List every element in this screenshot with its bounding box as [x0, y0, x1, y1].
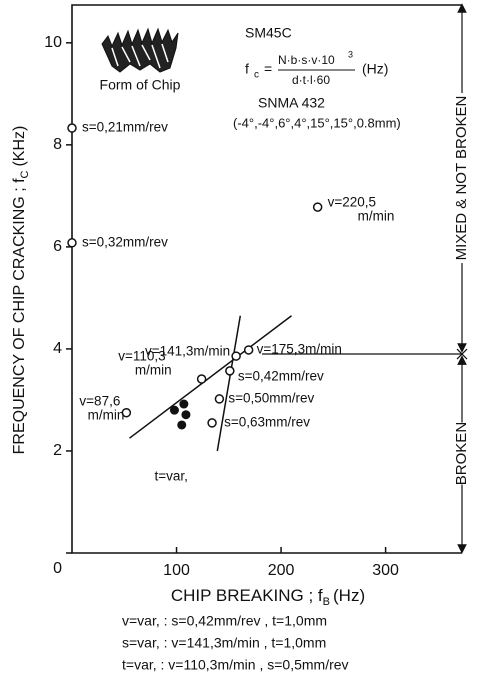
chip-sketch-lines [111, 43, 169, 69]
data-point [121, 407, 132, 418]
note: v=var, : s=0,42mm/rev , t=1,0mm [122, 613, 327, 629]
point-label: m/min [88, 407, 125, 422]
y-tick-label: 10 [44, 34, 62, 51]
point-label: s=0,42mm/rev [238, 368, 324, 383]
data-point [243, 345, 254, 355]
formula-sub: c [254, 70, 259, 81]
filled-label: t=var, [154, 469, 187, 484]
data-point [225, 366, 235, 376]
y-label-unit: (KHz) [11, 126, 28, 167]
point-label: v=220,5 [328, 195, 376, 210]
note: t=var, : v=110,3m/min , s=0,5mm/rev [122, 657, 349, 673]
point-label: s=0,50mm/rev [228, 390, 314, 405]
x-tick-label: 200 [268, 562, 295, 579]
region-label: MIXED & NOT BROKEN [453, 96, 470, 261]
note: s=var, : v=141,3m/min , t=1,0mm [122, 635, 326, 651]
point-label: m/min [358, 209, 395, 224]
y-label-text: FREQUENCY OF CHIP CRACKING ; fC (KHz) [11, 126, 31, 455]
x-tick-label: 300 [372, 562, 399, 579]
filled-point [179, 399, 189, 409]
formula-denominator: d·t·l·60 [292, 73, 330, 87]
data-point [67, 123, 77, 133]
material: SM45C [245, 25, 292, 41]
point-label: v=87,6 [79, 393, 120, 408]
filled-point [181, 410, 191, 420]
formula-lhs: f [245, 61, 249, 77]
formula-numerator: N·b·s·v·10 [278, 53, 335, 67]
y-tick-label: 6 [53, 238, 62, 255]
filled-point [169, 405, 179, 415]
point-label: s=0,63mm/rev [224, 414, 310, 429]
y-label-sub: C [19, 170, 31, 178]
data-point [207, 418, 217, 428]
point-label: s=0,21mm/rev [82, 120, 168, 135]
data-point [312, 202, 323, 212]
data-point [196, 374, 207, 384]
data-point [231, 351, 241, 361]
fit-line [216, 315, 242, 452]
x-label: CHIP BREAKING ; fB (Hz) [171, 586, 365, 607]
y-tick-label: 8 [53, 136, 62, 153]
x-tick-label: 100 [163, 562, 190, 579]
y-tick-label: 0 [53, 560, 62, 577]
y-tick-label: 2 [53, 442, 62, 459]
formula-unit: (Hz) [362, 61, 388, 77]
point-label: m/min [135, 363, 172, 378]
data-point [214, 394, 225, 404]
axes [71, 4, 462, 554]
data-point [67, 238, 77, 248]
point-label: v=110,3 [118, 349, 165, 364]
fit-line [129, 315, 292, 439]
geometry: (-4°,-4°,6°,4°,15°,15°,0.8mm) [233, 115, 401, 130]
point-label: v=175,3m/min [257, 342, 342, 357]
x-label-main: CHIP BREAKING ; f [171, 586, 323, 605]
y-label: FREQUENCY OF CHIP CRACKING ; fC (KHz) [11, 126, 31, 455]
insert: SNMA 432 [258, 95, 325, 111]
chip-sketch [101, 27, 179, 73]
filled-point [177, 420, 187, 430]
x-label-unit: (Hz) [333, 586, 365, 605]
region-label-bg [453, 422, 471, 485]
point-label: s=0,32mm/rev [82, 234, 168, 249]
region-label: BROKEN [453, 422, 470, 485]
y-label-main: FREQUENCY OF CHIP CRACKING ; f [11, 178, 28, 454]
x-label-sub: B [323, 596, 330, 608]
chip-caption: Form of Chip [100, 77, 181, 93]
y-tick-label: 4 [53, 340, 62, 357]
point-label: v=141,3m/min [145, 344, 230, 359]
region-label-bg [453, 93, 471, 264]
formula-sup: 3 [348, 49, 353, 59]
formula-eq: = [264, 61, 272, 77]
